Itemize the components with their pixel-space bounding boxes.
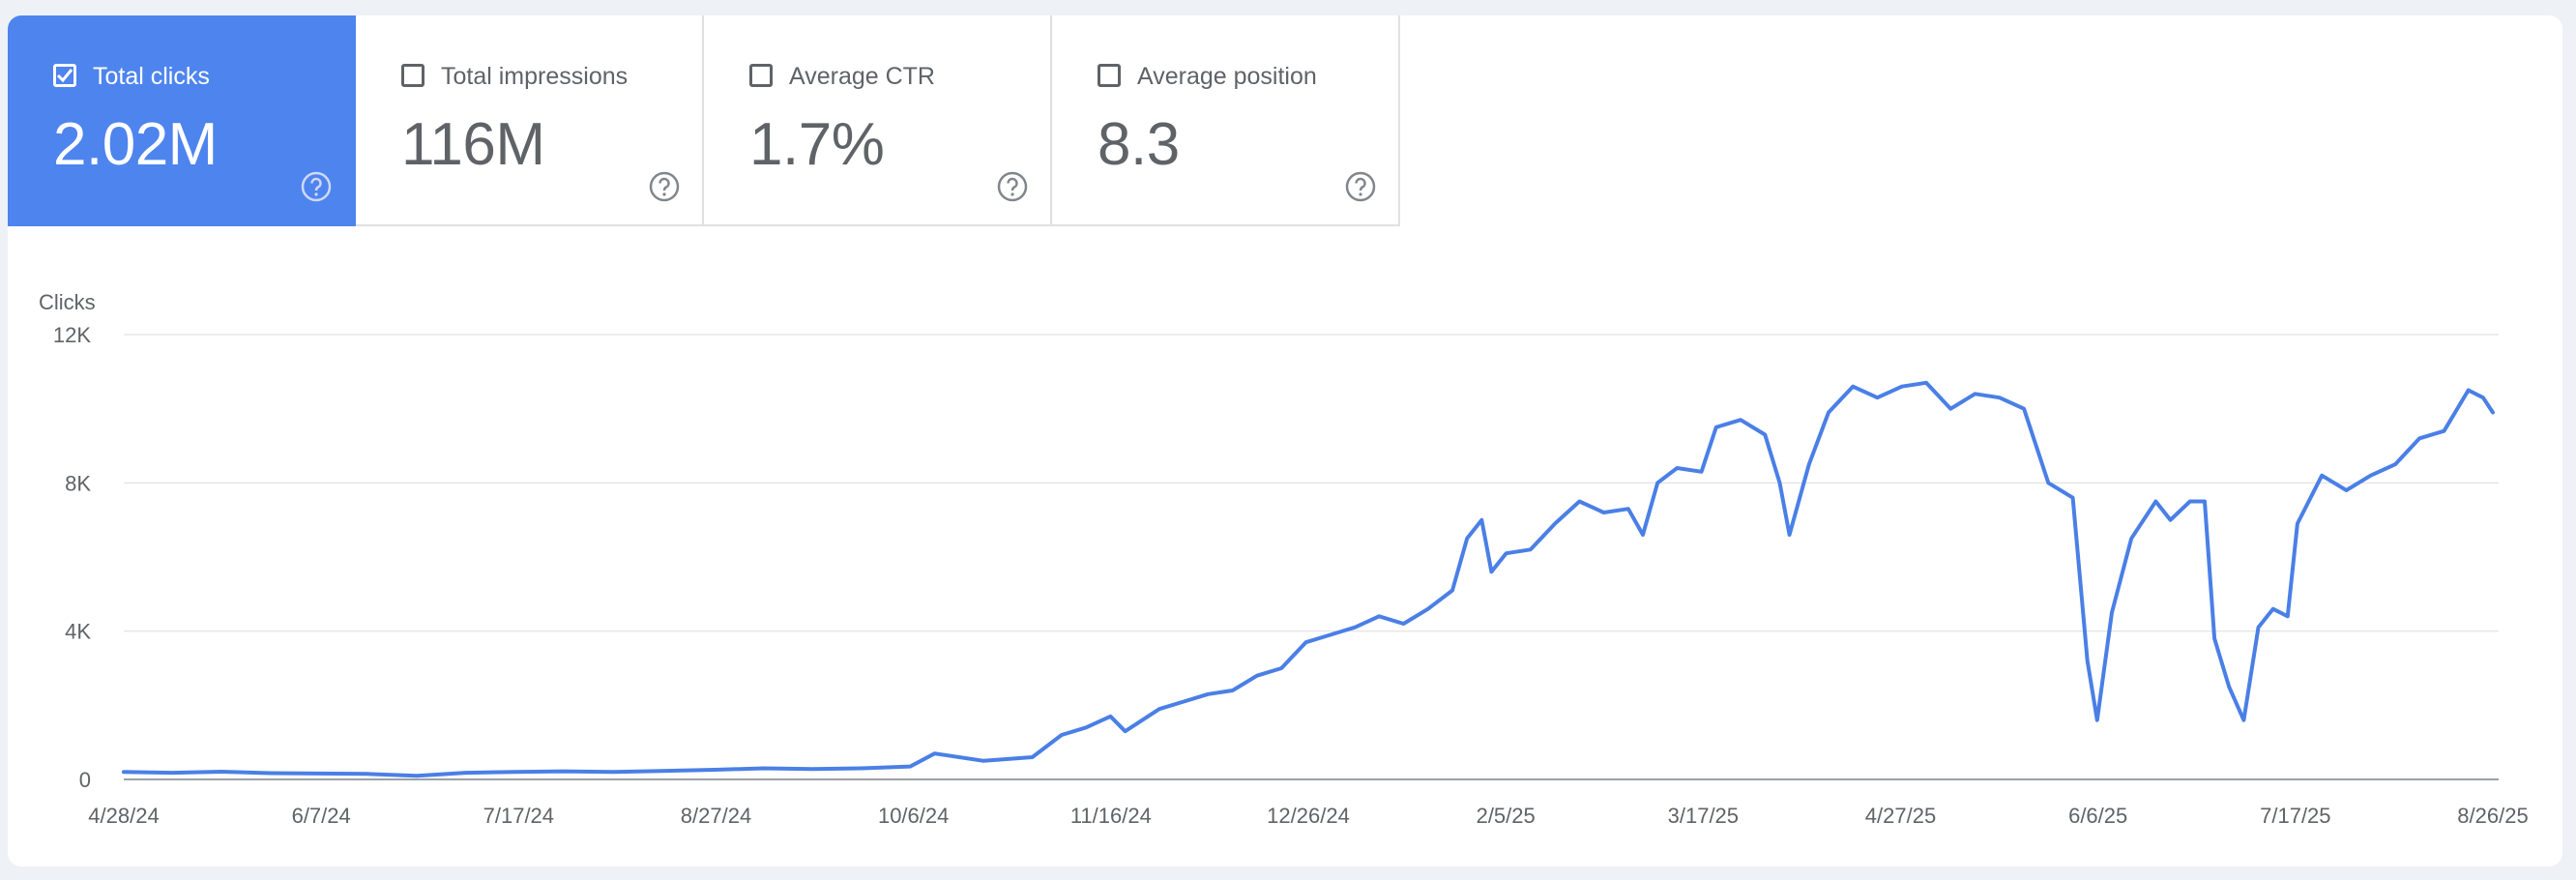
- x-tick-label: 6/6/25: [2068, 804, 2127, 828]
- checkbox-unchecked-icon[interactable]: [1098, 64, 1121, 87]
- x-tick-label: 4/27/25: [1865, 804, 1936, 828]
- checkbox-checked-icon[interactable]: [53, 64, 76, 87]
- metric-average-position[interactable]: Average position 8.3: [1052, 15, 1400, 226]
- metric-value: 1.7%: [749, 111, 885, 178]
- metric-total-clicks[interactable]: Total clicks 2.02M: [8, 15, 356, 226]
- performance-card: Total clicks 2.02M Total impressions 116…: [8, 15, 2562, 866]
- x-tick-label: 3/17/25: [1668, 804, 1739, 828]
- metric-label: Total impressions: [441, 63, 629, 90]
- y-tick-label: 0: [79, 768, 91, 792]
- x-tick-label: 4/28/24: [88, 804, 159, 828]
- x-tick-label: 8/26/25: [2457, 804, 2528, 828]
- help-circle-icon[interactable]: [1344, 170, 1377, 203]
- help-circle-icon[interactable]: [300, 170, 333, 203]
- y-tick-label: 8K: [65, 471, 91, 495]
- x-tick-label: 10/6/24: [878, 804, 949, 828]
- metric-average-ctr[interactable]: Average CTR 1.7%: [704, 15, 1052, 226]
- x-tick-label: 2/5/25: [1477, 804, 1536, 828]
- metric-label: Average CTR: [789, 63, 935, 90]
- clicks-line-chart: Clicks 0 4K 8K 12K 4/28/24 6/7/24 7/17/24 8/27…: [39, 290, 2529, 828]
- x-tick-label: 12/26/24: [1267, 804, 1350, 828]
- y-tick-label: 12K: [53, 323, 91, 347]
- x-tick-label: 7/17/24: [483, 804, 554, 828]
- x-tick-label: 8/27/24: [681, 804, 751, 828]
- metric-value: 2.02M: [53, 111, 218, 178]
- clicks-series-line[interactable]: [122, 380, 2495, 778]
- y-axis-label: Clicks: [39, 290, 96, 314]
- checkbox-unchecked-icon[interactable]: [749, 64, 773, 87]
- metric-value: 116M: [401, 111, 545, 178]
- metric-total-impressions[interactable]: Total impressions 116M: [356, 15, 704, 226]
- metric-tabs: Total clicks 2.02M Total impressions 116…: [8, 15, 1400, 226]
- x-tick-label: 7/17/25: [2260, 804, 2330, 828]
- metric-value: 8.3: [1098, 111, 1180, 178]
- x-tick-label: 11/16/24: [1070, 804, 1152, 828]
- help-circle-icon[interactable]: [996, 170, 1029, 203]
- y-tick-label: 4K: [65, 620, 91, 644]
- help-circle-icon[interactable]: [648, 170, 681, 203]
- x-tick-label: 6/7/24: [292, 804, 351, 828]
- metric-label: Total clicks: [93, 63, 210, 90]
- checkbox-unchecked-icon[interactable]: [401, 64, 424, 87]
- metric-label: Average position: [1137, 63, 1317, 90]
